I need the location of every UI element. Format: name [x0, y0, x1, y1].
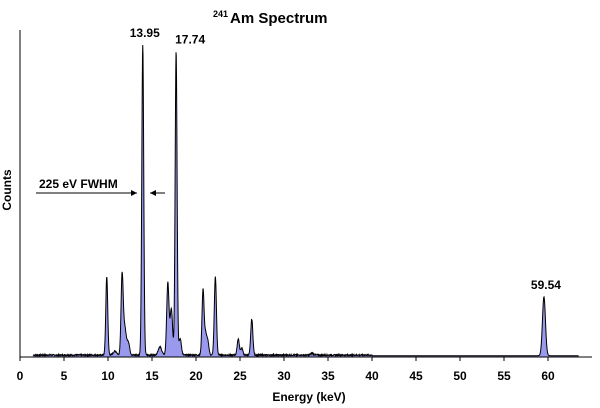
peak-label: 17.74	[175, 32, 205, 46]
x-tick-label: 20	[189, 369, 203, 383]
x-tick-label: 30	[277, 369, 291, 383]
peak-label: 13.95	[130, 26, 160, 40]
x-tick-label: 0	[17, 369, 24, 383]
x-tick-label: 50	[453, 369, 467, 383]
x-ticks	[19, 357, 549, 361]
fwhm-annotation: 225 eV FWHM	[39, 177, 118, 191]
spectrum-fill	[33, 45, 579, 358]
fwhm-arrow-left-head	[131, 190, 137, 196]
chart-title: Am Spectrum	[230, 10, 328, 27]
spectrum-line	[32, 45, 579, 358]
x-tick-label: 60	[541, 369, 555, 383]
x-tick-label: 45	[409, 369, 423, 383]
x-axis-label: Energy (keV)	[272, 390, 345, 404]
x-tick-label: 25	[233, 369, 247, 383]
x-tick-label: 55	[497, 369, 511, 383]
peak-labels: 13.95 17.74 59.54	[130, 26, 562, 292]
x-tick-label: 15	[145, 369, 159, 383]
x-tick-label: 10	[101, 369, 115, 383]
x-tick-label: 5	[61, 369, 68, 383]
x-tick-label: 35	[321, 369, 335, 383]
peak-label: 59.54	[531, 278, 561, 292]
chart-title-superscript: 241	[213, 9, 228, 19]
x-tick-label: 40	[365, 369, 379, 383]
x-tick-labels: 0 5 10 15 20 25 30 35 40 45 50 55 60	[17, 369, 555, 383]
fwhm-arrow-right-head	[150, 190, 156, 196]
y-axis-label: Counts	[0, 169, 14, 211]
